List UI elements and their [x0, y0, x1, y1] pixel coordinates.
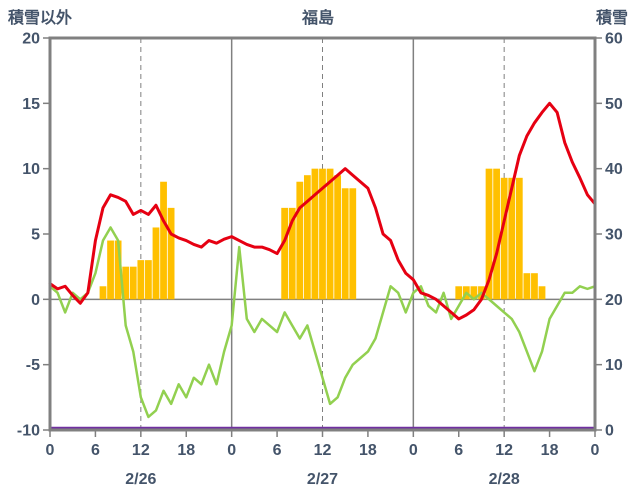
orange-bars	[500, 177, 508, 300]
right-axis-title: 積雪	[595, 10, 628, 27]
orange-bars	[152, 227, 160, 300]
left-tick-label: 0	[31, 292, 40, 309]
orange-bars	[334, 175, 342, 300]
right-tick-label: 10	[605, 357, 623, 374]
plot-border	[48, 36, 597, 432]
x-tick-label: 18	[359, 442, 377, 459]
orange-bars	[485, 168, 493, 300]
green-line	[48, 226, 597, 419]
left-tick-label: 20	[22, 31, 40, 48]
orange-bars	[281, 207, 289, 300]
orange-bars	[341, 188, 349, 300]
left-tick-label: -5	[26, 357, 40, 374]
orange-bars	[288, 207, 296, 300]
x-tick-label: 12	[132, 442, 150, 459]
orange-bars	[107, 240, 114, 300]
right-tick-label: 50	[605, 96, 623, 113]
x-tick-label: 18	[177, 442, 195, 459]
orange-bars	[523, 273, 531, 300]
orange-bars	[122, 266, 130, 300]
orange-bars	[455, 286, 463, 300]
x-tick-label: 0	[227, 442, 236, 459]
x-tick-label: 12	[495, 442, 513, 459]
orange-bars	[296, 181, 304, 300]
x-tick-label: 12	[314, 442, 332, 459]
orange-bars	[531, 273, 538, 300]
x-tick-label: 0	[591, 442, 600, 459]
red-line	[48, 101, 597, 321]
x-tick-label: 18	[541, 442, 559, 459]
left-tick-label: 10	[22, 161, 40, 178]
orange-bars	[493, 168, 500, 300]
right-tick-label: 30	[605, 227, 623, 244]
orange-bars	[129, 266, 137, 300]
orange-bars	[167, 207, 175, 300]
x-tick-label: 6	[273, 442, 282, 459]
orange-bars	[137, 260, 145, 300]
orange-bars	[470, 286, 478, 300]
right-tick-label: 20	[605, 292, 623, 309]
orange-bars	[114, 240, 122, 300]
right-tick-label: 60	[605, 31, 623, 48]
left-axis-title: 積雪以外	[8, 10, 73, 27]
date-label: 2/28	[489, 471, 520, 488]
orange-bars	[99, 286, 107, 300]
orange-bars	[303, 175, 311, 300]
orange-bars	[319, 168, 326, 300]
right-tick-label: 40	[605, 161, 623, 178]
right-tick-label: 0	[605, 423, 614, 440]
left-tick-label: -10	[17, 423, 40, 440]
x-tick-label: 0	[409, 442, 418, 459]
left-tick-label: 5	[31, 227, 40, 244]
chart-title: 福島	[301, 10, 334, 27]
orange-bars	[349, 188, 357, 300]
orange-bars	[311, 168, 319, 300]
x-tick-label: 6	[454, 442, 463, 459]
orange-bars	[508, 177, 516, 300]
orange-bars	[515, 177, 523, 300]
date-label: 2/27	[307, 471, 338, 488]
orange-bars	[326, 168, 334, 300]
orange-bars	[160, 181, 167, 300]
left-tick-label: 15	[22, 96, 40, 113]
x-tick-label: 0	[46, 442, 55, 459]
orange-bars	[145, 260, 152, 300]
orange-bars	[538, 286, 546, 300]
x-tick-label: 6	[91, 442, 100, 459]
date-label: 2/26	[125, 471, 156, 488]
